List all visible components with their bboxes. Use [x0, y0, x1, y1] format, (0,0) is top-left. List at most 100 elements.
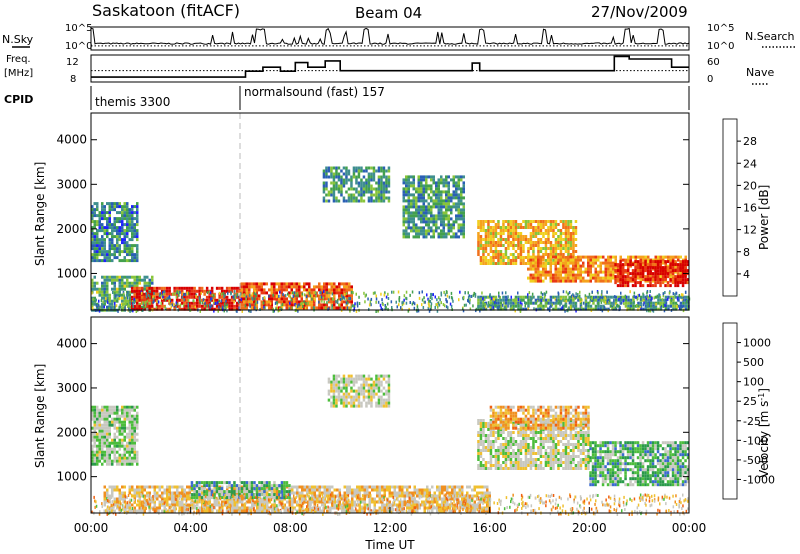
data-cell	[621, 266, 625, 270]
data-cell	[91, 453, 94, 457]
data-cell	[168, 286, 171, 290]
data-cell	[440, 232, 443, 236]
data-cell	[539, 241, 543, 244]
data-cell	[402, 235, 405, 239]
data-cell	[592, 255, 595, 259]
data-cell	[457, 193, 460, 197]
data-cell	[547, 229, 550, 232]
data-cell	[116, 211, 119, 215]
data-cell	[241, 309, 243, 313]
data-cell	[684, 281, 687, 285]
data-cell	[407, 211, 410, 215]
data-cell	[96, 232, 99, 236]
data-cell	[407, 199, 410, 203]
data-cell	[325, 172, 328, 176]
data-cell	[274, 301, 277, 305]
data-cell	[512, 247, 515, 250]
data-cell	[524, 262, 528, 265]
data-cell	[175, 305, 177, 309]
data-cell	[203, 292, 206, 296]
data-cell	[367, 172, 371, 176]
data-cell	[435, 184, 438, 188]
data-cell	[268, 500, 271, 504]
data-cell	[534, 273, 537, 277]
data-cell	[599, 267, 602, 271]
data-cell	[539, 220, 543, 223]
data-cell	[298, 300, 301, 304]
data-cell	[435, 199, 438, 203]
data-cell	[452, 220, 455, 224]
data-cell	[618, 297, 620, 301]
data-cell	[631, 269, 635, 273]
data-cell	[659, 260, 662, 264]
data-cell	[524, 226, 528, 229]
data-cell	[405, 205, 408, 209]
data-cell	[98, 238, 101, 242]
data-cell	[402, 187, 405, 191]
data-cell	[118, 429, 121, 433]
data-cell	[181, 497, 184, 501]
data-cell	[577, 258, 580, 262]
data-cell	[574, 244, 578, 247]
data-cell	[519, 241, 523, 244]
data-cell	[572, 232, 575, 235]
data-cell	[572, 267, 575, 271]
data-cell	[193, 301, 196, 305]
data-cell	[270, 294, 273, 298]
data-cell	[567, 258, 570, 262]
data-cell	[684, 260, 687, 264]
data-cell	[539, 276, 542, 280]
data-cell	[96, 423, 99, 427]
data-cell	[634, 281, 637, 285]
data-cell	[457, 205, 460, 209]
data-cell	[320, 291, 323, 295]
data-cell	[445, 181, 448, 185]
data-cell	[233, 304, 236, 308]
data-cell	[405, 290, 408, 294]
data-cell	[113, 281, 116, 285]
data-cell	[554, 258, 557, 262]
data-cell	[160, 301, 164, 305]
data-cell	[676, 266, 680, 270]
data-cell	[666, 266, 670, 270]
data-cell	[296, 292, 299, 296]
data-cell	[255, 285, 258, 289]
data-cell	[176, 491, 179, 495]
data-cell	[150, 298, 154, 302]
data-cell	[113, 450, 116, 454]
data-cell	[381, 298, 383, 302]
data-cell	[492, 220, 495, 223]
data-cell	[141, 488, 144, 492]
data-cell	[511, 306, 513, 310]
data-cell	[410, 217, 413, 221]
data-cell	[171, 303, 174, 307]
data-cell	[272, 307, 274, 311]
data-cell	[455, 175, 458, 179]
data-cell	[126, 290, 129, 294]
data-cell	[487, 229, 490, 232]
data-cell	[572, 253, 575, 256]
data-cell	[636, 304, 638, 307]
data-cell	[108, 253, 111, 257]
data-cell	[123, 238, 126, 242]
data-cell	[564, 261, 567, 265]
data-cell	[529, 255, 532, 259]
data-cell	[335, 169, 338, 173]
data-cell	[552, 247, 555, 250]
data-cell	[417, 205, 420, 209]
data-cell	[499, 250, 503, 253]
data-cell	[554, 250, 558, 253]
data-cell	[460, 232, 463, 236]
data-cell	[136, 256, 139, 260]
data-cell	[562, 298, 565, 302]
data-cell	[131, 250, 134, 254]
data-cell	[674, 307, 678, 311]
data-cell	[561, 306, 563, 310]
data-cell	[200, 291, 202, 295]
data-cell	[491, 297, 493, 300]
data-cell	[230, 286, 234, 290]
data-cell	[527, 241, 530, 244]
data-cell	[405, 217, 408, 221]
data-cell	[420, 184, 423, 188]
data-cell	[240, 298, 242, 302]
